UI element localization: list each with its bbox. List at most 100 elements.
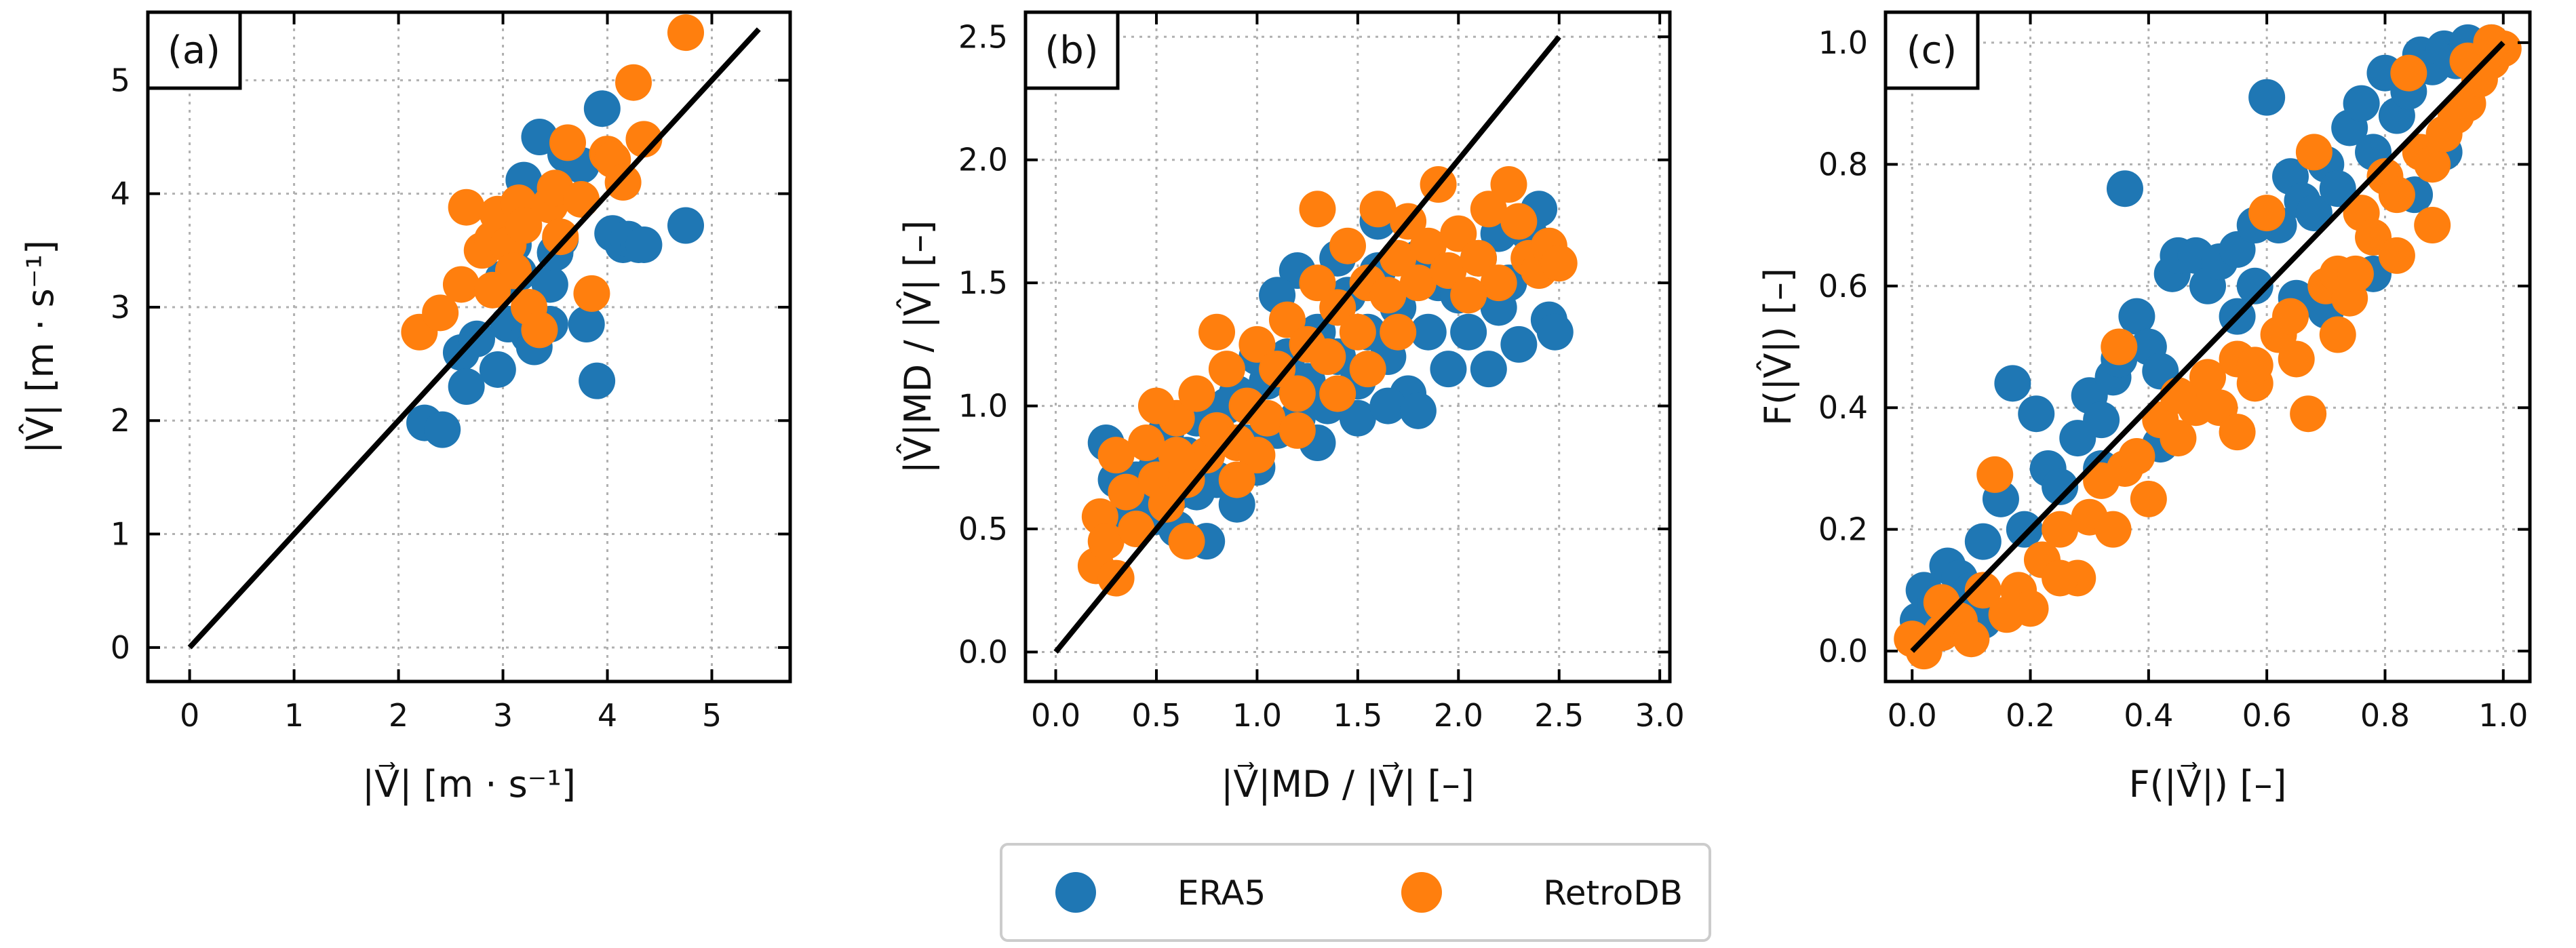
y-tick-label: 0.4 [1818,389,1868,426]
point-retrodb [1309,338,1346,376]
point-era5 [2106,170,2143,208]
x-tick-label: 0.0 [1031,697,1080,734]
point-era5 [2319,170,2356,208]
point-retrodb [1339,313,1376,351]
point-retrodb [1430,252,1467,290]
point-retrodb [2160,377,2197,414]
point-era5 [1994,365,2031,402]
y-tick-label: 0.5 [958,511,1008,547]
point-era5 [2006,511,2043,548]
point-retrodb [1490,166,1527,203]
point-era5 [1409,313,1447,351]
x-tick-label: 0.5 [1131,697,1181,734]
scatter-points [1077,166,1578,597]
point-retrodb [1500,203,1538,240]
point-retrodb [1108,473,1145,511]
point-retrodb [2337,255,2374,292]
point-era5 [424,411,461,448]
point-era5 [1470,351,1507,388]
identity-line [1053,35,1561,654]
x-tick-label: 2.0 [1434,697,1483,734]
point-retrodb [1540,245,1578,282]
y-axis-label: F(|V̂|) [–] [1757,268,1799,426]
point-retrodb [2042,559,2079,597]
identity-line [187,27,761,650]
x-tick-label: 4 [598,697,617,734]
y-tick-label: 0.2 [1818,511,1868,548]
y-tick-label: 5 [111,62,130,98]
point-era5 [521,119,558,156]
x-tick-label: 0.4 [2124,697,2173,734]
point-retrodb [1268,301,1306,338]
point-retrodb [2236,347,2273,384]
x-axis-label: |V⃗|MD / |V⃗| [–] [1221,762,1475,806]
point-retrodb [2189,359,2226,396]
point-retrodb [1279,375,1316,412]
point-retrodb [2295,134,2333,171]
y-tick-label: 2 [111,402,130,439]
y-tick-label: 0.6 [1818,268,1868,304]
y-tick-label: 1.0 [958,388,1008,424]
point-era5 [1500,325,1538,363]
point-retrodb [2042,511,2079,548]
point-era5 [1450,313,1487,351]
point-retrodb [1238,325,1276,363]
x-tick-label: 1 [284,697,304,734]
point-retrodb [2378,176,2415,214]
point-retrodb [1349,351,1386,388]
point-retrodb [1319,375,1357,412]
point-retrodb [1460,239,1497,277]
point-retrodb [2473,24,2510,61]
point-retrodb [1976,456,2014,493]
point-retrodb [1137,387,1175,424]
point-retrodb [549,124,587,161]
point-retrodb [2101,328,2138,366]
legend-box [1000,843,1711,942]
point-retrodb [2160,420,2197,457]
x-tick-label: 0.0 [1888,697,1937,734]
point-era5 [625,226,663,263]
point-retrodb [2118,438,2155,475]
point-era5 [2248,79,2286,116]
x-tick-label: 1.0 [2478,697,2528,734]
x-tick-label: 1.0 [1232,697,1282,734]
point-era5 [1399,392,1437,429]
point-retrodb [2272,298,2309,335]
y-tick-label: 2.0 [958,142,1008,178]
point-retrodb [1470,191,1507,228]
point-era5 [2295,195,2333,232]
point-era5 [568,306,605,343]
axes-frame [146,10,792,684]
point-retrodb [573,275,610,312]
x-tick-label: 2.5 [1534,697,1584,734]
point-retrodb [1953,620,1990,658]
point-retrodb [604,163,642,201]
x-tick-label: 1.5 [1333,697,1382,734]
point-retrodb [1168,523,1205,560]
point-retrodb [1158,437,1195,474]
point-retrodb [2414,146,2451,183]
point-retrodb [563,181,600,218]
legend-marker-retrodb [1401,872,1442,913]
point-retrodb [2414,207,2451,244]
point-retrodb [1279,412,1316,449]
panel-c: 0.0 0.2 0.4 0.6 0.8 1.0 0.0 0.2 0.4 0.6 0.8 1.0 (c) F… [1757,10,2532,806]
point-era5 [579,362,616,399]
point-retrodb [1380,313,1417,351]
point-era5 [583,90,621,127]
x-tick-label: 5 [702,697,722,734]
point-retrodb [1964,572,2002,609]
point-era5 [1430,351,1467,388]
y-axis-label: |V̂|MD / |V̂| [–] [897,220,939,474]
point-retrodb [667,14,705,52]
point-era5 [448,368,485,406]
point-retrodb [521,311,558,349]
point-era5 [2236,267,2273,304]
panel-tag: (c) [1907,28,1957,73]
x-tick-label: 0.6 [2242,697,2292,734]
point-era5 [1339,399,1376,437]
point-retrodb [1218,461,1255,498]
point-era5 [1369,387,1407,424]
y-tick-label: 3 [111,289,130,325]
